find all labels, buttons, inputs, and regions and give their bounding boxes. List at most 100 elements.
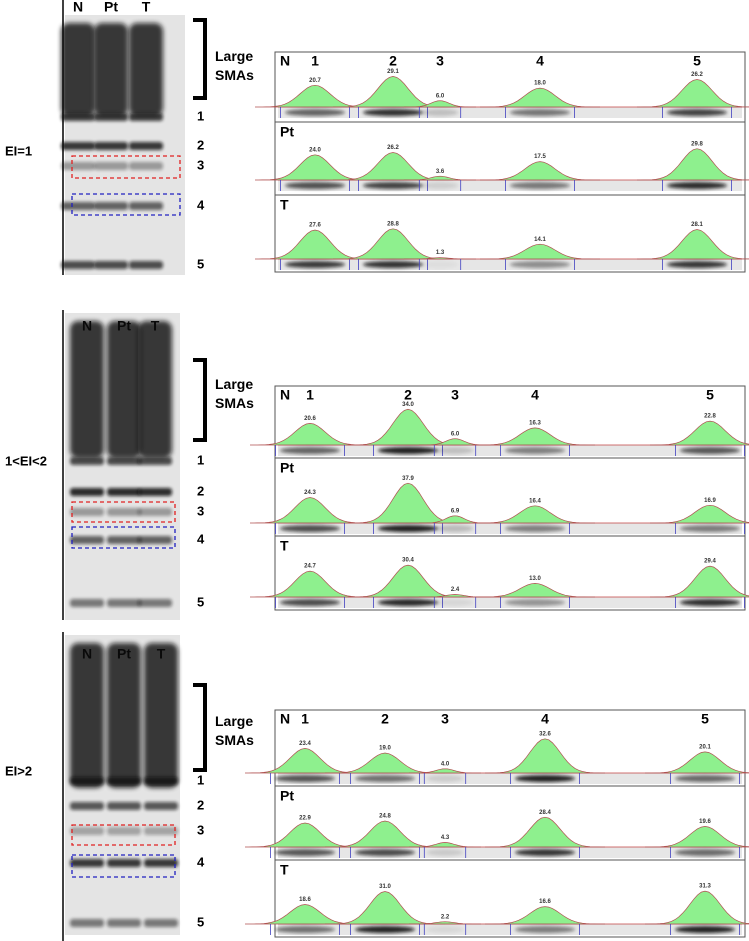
gel-band	[138, 488, 172, 496]
band-label: 4	[197, 531, 205, 546]
strip-band	[680, 599, 740, 606]
peak-value: 20.1	[699, 744, 711, 750]
strip-band	[427, 926, 463, 933]
peak-number: 4	[531, 387, 539, 403]
peak-value: 13.0	[529, 576, 541, 582]
peak-value: 22.8	[704, 414, 716, 420]
strip-band	[510, 182, 570, 189]
strip-band	[437, 525, 473, 532]
smear	[144, 643, 178, 788]
row-label: N	[280, 387, 290, 403]
gel-band	[61, 162, 95, 170]
peak	[645, 890, 749, 925]
row-label: T	[280, 862, 289, 878]
strip-band	[427, 775, 463, 782]
peak	[475, 505, 595, 524]
gel-band	[138, 536, 172, 544]
smear	[138, 321, 172, 458]
condition-label: EI>2	[5, 763, 32, 778]
gel-band	[70, 777, 104, 785]
row-label: T	[280, 197, 289, 213]
densitometry-frame	[274, 385, 746, 611]
peak-number: 1	[311, 53, 319, 69]
strip-band	[437, 447, 473, 454]
peak-value: 30.4	[402, 558, 414, 564]
peak-number: 4	[536, 53, 544, 69]
gel-band	[129, 202, 163, 210]
band-label: 2	[197, 797, 204, 812]
band-label: 1	[197, 452, 204, 467]
peak	[650, 420, 749, 446]
red-box	[71, 155, 181, 179]
band-label: 2	[197, 483, 204, 498]
peak-value: 4.0	[441, 761, 450, 767]
peak-value: 26.2	[691, 72, 703, 78]
red-box	[71, 501, 176, 523]
peak-number: 3	[436, 53, 444, 69]
peak	[250, 570, 370, 598]
peak-value: 29.4	[704, 559, 716, 565]
peak-value: 20.7	[309, 78, 321, 84]
lane-label: N	[73, 0, 83, 15]
peak-value: 28.1	[691, 222, 703, 228]
gel-band	[138, 599, 172, 607]
strip-band	[515, 926, 575, 933]
band-label: 1	[197, 772, 204, 787]
gel-band	[107, 508, 141, 516]
gel-band	[129, 113, 163, 121]
band-label: 4	[197, 854, 205, 869]
peak-value: 31.3	[699, 884, 711, 890]
gel-band	[70, 599, 104, 607]
gel-band	[107, 599, 141, 607]
gel-band	[107, 859, 141, 867]
strip-band	[510, 261, 570, 268]
gel-band	[107, 919, 141, 927]
peak	[485, 738, 605, 774]
lane-strip	[278, 847, 742, 858]
peak	[404, 257, 476, 260]
strip-band	[422, 182, 458, 189]
peak-value: 16.3	[529, 420, 541, 426]
peak	[645, 826, 749, 848]
peak-value: 16.6	[539, 899, 551, 905]
peak-number: 5	[701, 711, 709, 727]
peak-value: 29.8	[691, 141, 703, 147]
gel-band	[70, 859, 104, 867]
strip-band	[667, 261, 727, 268]
peak-value: 28.8	[387, 221, 399, 227]
smear	[61, 23, 95, 116]
strip-band	[355, 849, 415, 856]
peak	[480, 243, 600, 260]
peak-value: 24.7	[304, 564, 316, 570]
row-label: Pt	[280, 788, 294, 804]
peak-value: 28.4	[539, 810, 551, 816]
smear	[70, 643, 104, 788]
strip-band	[285, 109, 345, 116]
peak	[637, 229, 749, 260]
densitometry-frame	[274, 51, 746, 273]
peak-number: 5	[693, 53, 701, 69]
strip-band	[680, 447, 740, 454]
peak	[637, 148, 749, 181]
strip-band	[515, 849, 575, 856]
gel-band	[129, 261, 163, 269]
gel-band	[129, 162, 163, 170]
peak-number: 2	[381, 711, 389, 727]
large-smas-label: Large SMAs	[215, 713, 254, 748]
gel-band	[144, 802, 178, 810]
gel-band	[144, 859, 178, 867]
peak-value: 37.9	[402, 476, 414, 482]
peak-value: 14.1	[534, 237, 546, 243]
gel-band	[138, 508, 172, 516]
peak-value: 6.9	[451, 508, 460, 514]
blue-box	[71, 193, 181, 216]
peak-number: 2	[404, 387, 412, 403]
gel-band	[144, 777, 178, 785]
gel-band	[144, 827, 178, 835]
peak-value: 20.6	[304, 416, 316, 422]
peak-number: 1	[306, 387, 314, 403]
gel-band	[94, 162, 128, 170]
strip-band	[285, 182, 345, 189]
lane-label: Pt	[104, 0, 118, 15]
